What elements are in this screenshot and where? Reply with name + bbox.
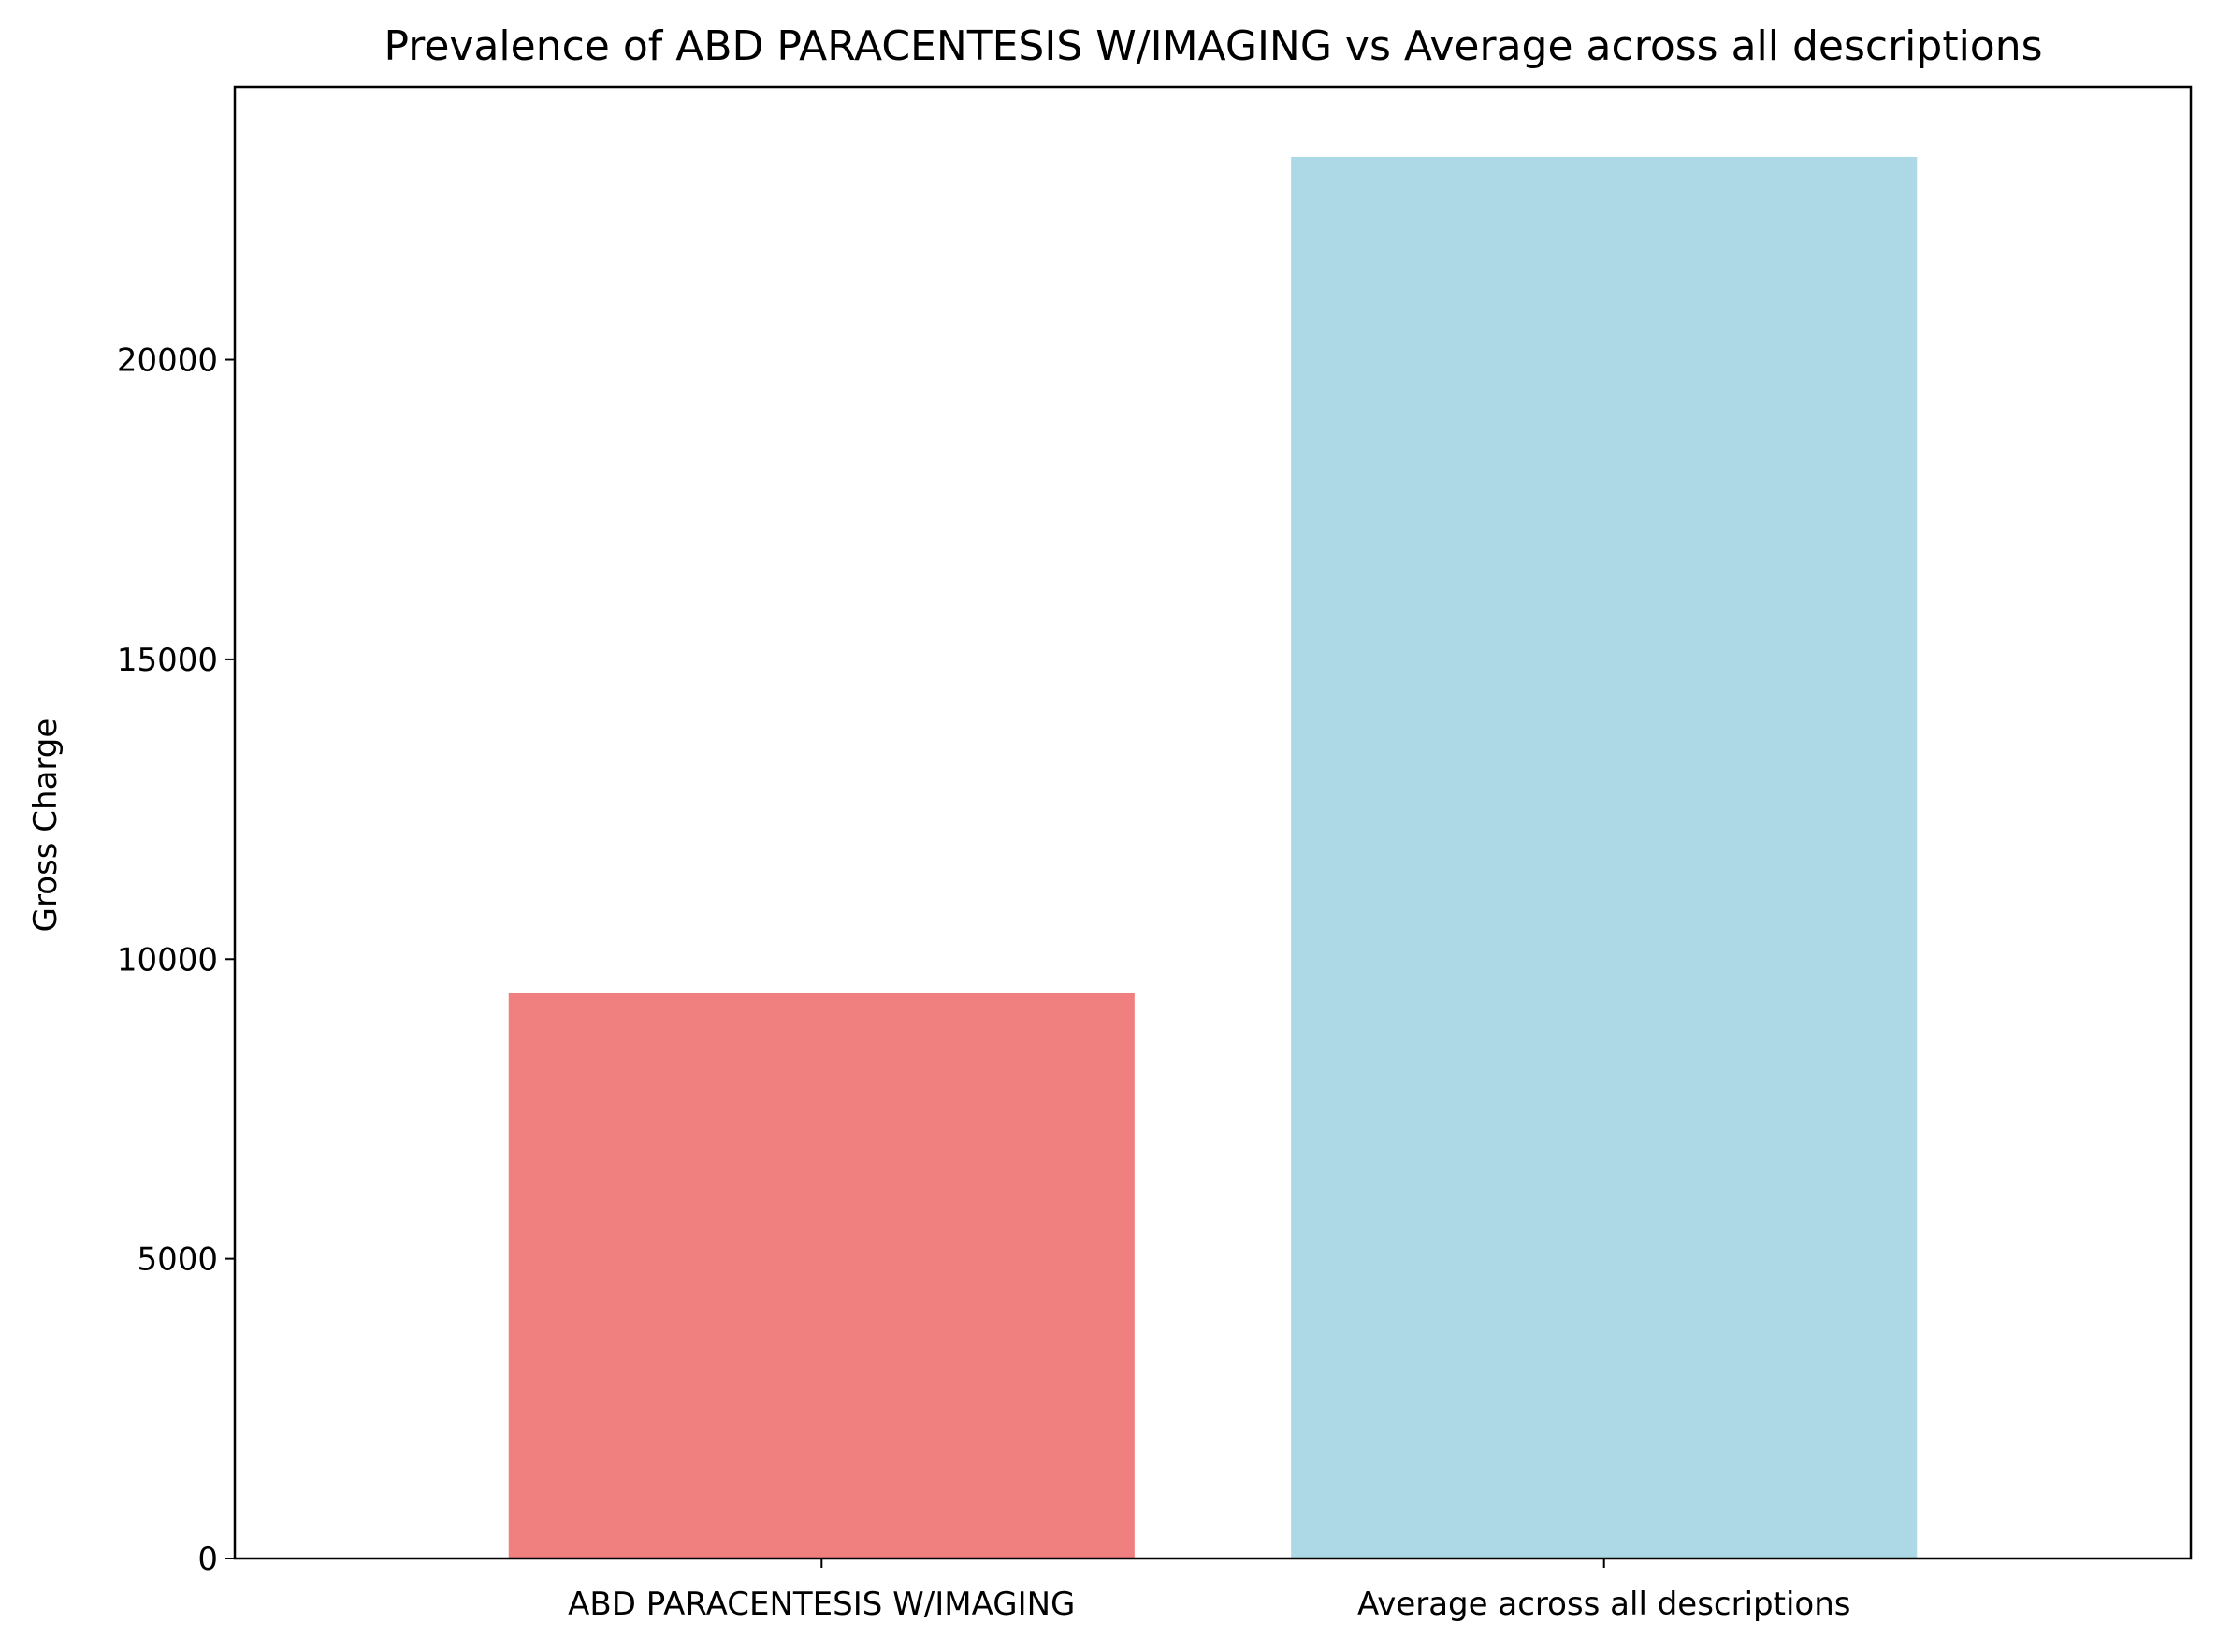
y-tick-label: 15000	[117, 642, 218, 679]
y-tick-label: 0	[197, 1541, 218, 1578]
y-tick-label: 20000	[117, 342, 218, 380]
bar-2	[1291, 156, 1918, 1558]
chart-title: Prevalence of ABD PARACENTESIS W/IMAGING…	[384, 22, 2042, 70]
x-axis-ticks: ABD PARACENTESIS W/IMAGING Average across…	[568, 1558, 1850, 1623]
bars-layer	[508, 156, 1918, 1558]
plot-frame	[233, 85, 2193, 1560]
y-tick-label: 10000	[117, 941, 218, 978]
x-tick-label: ABD PARACENTESIS W/IMAGING	[568, 1586, 1075, 1623]
y-axis-ticks: 0 5000 10000 15000 20000	[117, 342, 235, 1578]
y-axis-label: Gross Charge	[27, 718, 65, 933]
y-tick-label: 5000	[137, 1241, 218, 1279]
bar-1	[508, 993, 1135, 1558]
x-tick-label: Average across all descriptions	[1357, 1586, 1851, 1623]
